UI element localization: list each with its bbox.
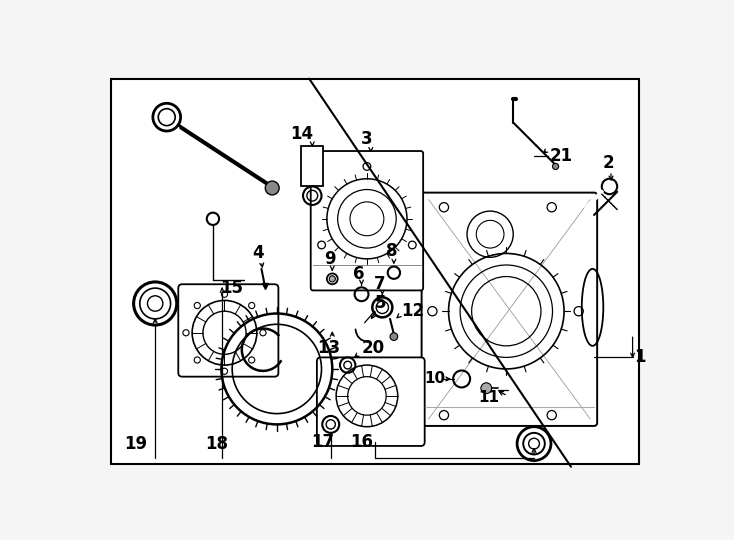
Text: 14: 14 [290, 125, 313, 143]
Circle shape [481, 383, 492, 394]
Text: 16: 16 [350, 433, 373, 451]
Text: 8: 8 [386, 242, 397, 260]
Circle shape [553, 164, 559, 170]
Bar [302, 146, 323, 186]
Text: 15: 15 [221, 279, 244, 297]
FancyBboxPatch shape [178, 284, 278, 377]
Text: 17: 17 [311, 433, 335, 451]
Text: 9: 9 [324, 250, 335, 268]
Text: 12: 12 [401, 302, 425, 320]
FancyBboxPatch shape [310, 151, 423, 291]
Text: 19: 19 [124, 435, 148, 453]
Text: 10: 10 [425, 372, 446, 387]
Text: 13: 13 [317, 339, 340, 357]
Text: 3: 3 [361, 131, 373, 149]
Text: 5: 5 [374, 294, 386, 313]
Circle shape [330, 276, 335, 282]
Circle shape [528, 438, 539, 449]
Text: 6: 6 [353, 265, 364, 284]
Circle shape [390, 333, 398, 340]
Circle shape [148, 296, 163, 311]
Text: 11: 11 [479, 390, 500, 405]
Text: 1: 1 [634, 348, 646, 367]
Circle shape [265, 181, 279, 195]
Text: 4: 4 [252, 245, 264, 262]
Text: 7: 7 [374, 275, 386, 293]
Text: 2: 2 [602, 153, 614, 172]
FancyBboxPatch shape [421, 193, 597, 426]
Text: 20: 20 [362, 339, 385, 357]
FancyBboxPatch shape [317, 357, 425, 446]
Text: 18: 18 [206, 435, 228, 453]
Text: 21: 21 [550, 147, 573, 165]
